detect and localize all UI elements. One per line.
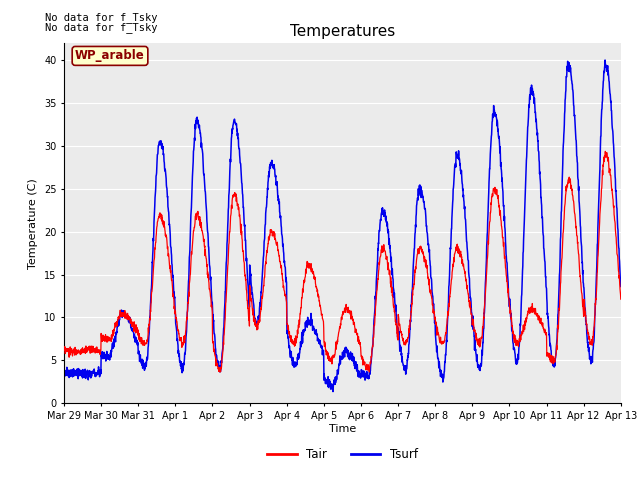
- Y-axis label: Temperature (C): Temperature (C): [28, 178, 38, 269]
- Text: No data for f_Tsky: No data for f_Tsky: [45, 22, 157, 33]
- Legend: Tair, Tsurf: Tair, Tsurf: [262, 443, 422, 466]
- X-axis label: Time: Time: [329, 424, 356, 433]
- Text: WP_arable: WP_arable: [75, 49, 145, 62]
- Text: No data for f_Tsky: No data for f_Tsky: [45, 12, 157, 23]
- Title: Temperatures: Temperatures: [290, 24, 395, 39]
